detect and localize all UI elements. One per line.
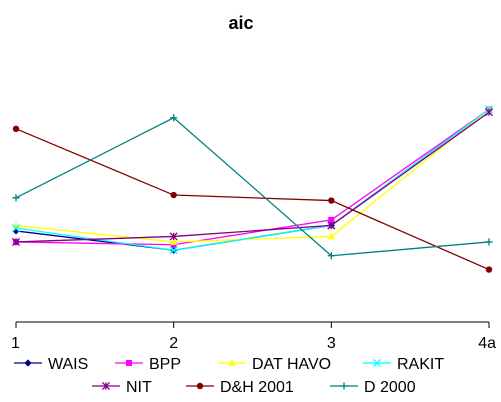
series-dat-havo bbox=[12, 105, 493, 245]
series-line bbox=[15, 128, 490, 271]
data-point bbox=[170, 238, 178, 245]
legend-item: NIT bbox=[92, 379, 152, 396]
data-point bbox=[169, 246, 178, 255]
legend-label: WAIS bbox=[48, 356, 88, 373]
series-nit bbox=[11, 108, 494, 247]
series-bpp bbox=[13, 106, 492, 248]
series-line bbox=[15, 111, 490, 243]
legend-marker bbox=[340, 382, 348, 390]
series-line bbox=[15, 108, 490, 251]
x-tick-label: 2 bbox=[169, 335, 178, 352]
series-line bbox=[15, 108, 490, 251]
legend: WAIS BPP DAT HAVO RAKIT NIT D&H 2001 D 2000 bbox=[14, 356, 444, 396]
data-point bbox=[328, 197, 335, 204]
x-tick-label: 1 bbox=[11, 335, 20, 352]
legend-label: BPP bbox=[149, 356, 181, 373]
legend-marker bbox=[228, 359, 236, 366]
legend-marker bbox=[101, 381, 111, 391]
legend-marker bbox=[196, 382, 204, 390]
legend-item: BPP bbox=[115, 356, 181, 373]
plot-area bbox=[11, 105, 494, 273]
legend-item: WAIS bbox=[14, 356, 88, 373]
data-point bbox=[12, 125, 20, 132]
series-d-h-2001 bbox=[12, 125, 493, 273]
legend-marker bbox=[372, 358, 382, 368]
series-line bbox=[15, 108, 490, 243]
series-line bbox=[15, 116, 490, 257]
chart-title: aic bbox=[228, 13, 253, 33]
data-point bbox=[170, 191, 177, 199]
legend-label: RAKIT bbox=[397, 356, 444, 373]
data-point bbox=[170, 114, 178, 122]
data-point bbox=[327, 221, 336, 230]
legend-label: DAT HAVO bbox=[252, 356, 331, 373]
data-point bbox=[169, 232, 178, 241]
series-d-2000 bbox=[12, 114, 493, 260]
data-point bbox=[328, 216, 335, 223]
data-point bbox=[485, 266, 493, 273]
x-tick-label: 4a bbox=[478, 335, 496, 352]
legend-item: DAT HAVO bbox=[218, 356, 331, 373]
x-axis: 1 2 3 4a bbox=[11, 321, 496, 352]
legend-label: NIT bbox=[126, 379, 152, 396]
legend-item: D&H 2001 bbox=[186, 379, 294, 396]
data-point bbox=[11, 237, 21, 247]
legend-marker bbox=[126, 360, 132, 366]
data-point bbox=[12, 194, 20, 202]
legend-item: RAKIT bbox=[363, 356, 444, 373]
legend-item: D 2000 bbox=[330, 379, 416, 396]
data-point bbox=[327, 232, 335, 240]
legend-label: D 2000 bbox=[364, 379, 416, 396]
data-point bbox=[484, 108, 494, 117]
data-point bbox=[485, 238, 493, 246]
series-line bbox=[15, 108, 490, 246]
data-point bbox=[11, 224, 21, 233]
x-tick-label: 3 bbox=[327, 335, 336, 352]
legend-marker bbox=[24, 359, 32, 367]
legend-label: D&H 2001 bbox=[220, 379, 294, 396]
data-point bbox=[327, 252, 335, 260]
